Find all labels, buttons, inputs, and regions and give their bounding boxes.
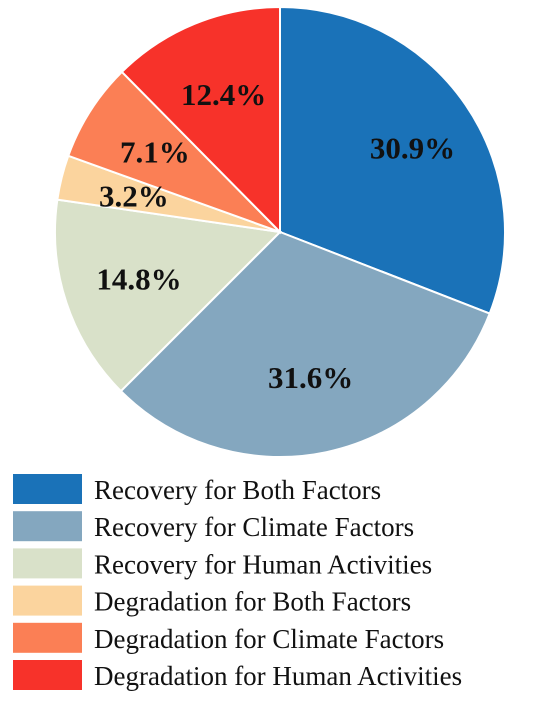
legend-swatch bbox=[13, 660, 82, 690]
pie-slices bbox=[54, 5, 506, 458]
legend-label: Recovery for Human Activities bbox=[94, 549, 432, 579]
legend-label: Degradation for Both Factors bbox=[94, 587, 411, 617]
pie-slice-recovery-for-human-activities bbox=[54, 198, 283, 393]
slice-value-label: 7.1% bbox=[120, 135, 190, 170]
slice-value-label: 12.4% bbox=[181, 77, 266, 112]
legend-label: Recovery for Climate Factors bbox=[94, 512, 414, 542]
slice-value-label: 3.2% bbox=[99, 178, 169, 213]
pie-slice-recovery-for-both-factors bbox=[279, 5, 506, 315]
legend-swatch bbox=[13, 585, 82, 616]
slice-value-label: 14.8% bbox=[96, 261, 181, 296]
pie-value-labels: 30.9% 31.6% 14.8% 3.2% 7.1% 12.4% bbox=[96, 77, 455, 395]
pie-slice-degradation-for-human-activities bbox=[120, 5, 281, 235]
legend-label: Degradation for Climate Factors bbox=[94, 624, 444, 654]
legend-label: Recovery for Both Factors bbox=[94, 475, 381, 505]
legend-swatch bbox=[13, 622, 82, 653]
legend-swatch bbox=[13, 548, 82, 579]
pie-slice-degradation-for-climate-factors bbox=[67, 70, 281, 233]
legend-label: Degradation for Human Activities bbox=[94, 661, 462, 691]
legend-swatch bbox=[13, 474, 82, 504]
slice-value-label: 30.9% bbox=[370, 131, 455, 166]
pie-slice-recovery-for-climate-factors bbox=[119, 230, 492, 458]
legend: Recovery for Both Factors Recovery for Cl… bbox=[13, 474, 462, 691]
slice-value-label: 31.6% bbox=[268, 360, 353, 395]
legend-swatch bbox=[13, 511, 82, 542]
